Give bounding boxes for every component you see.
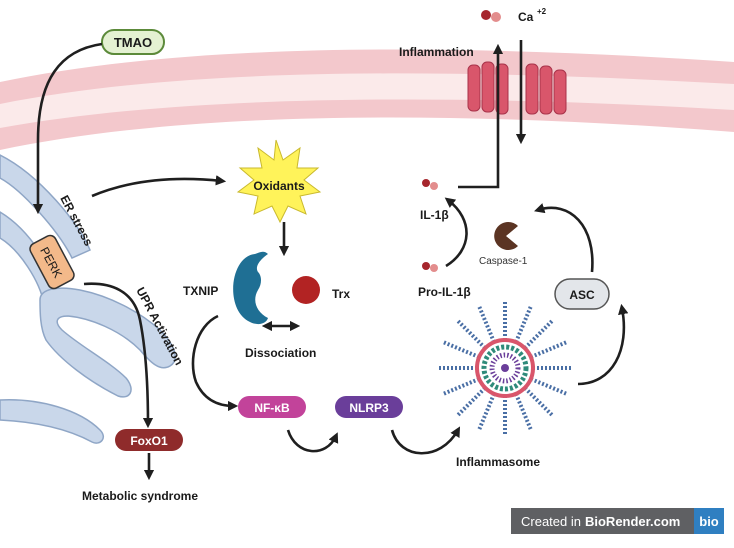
calcium-charge-label: +2 [537, 7, 547, 16]
txnip-protein-icon [233, 251, 268, 325]
tmao-label: TMAO [114, 35, 152, 50]
arrow-nlrp3-to-inflammasome [390, 426, 461, 455]
arrow-txnip-to-nfkb [191, 314, 239, 412]
badge-prefix: Created in [521, 513, 581, 529]
foxo1-label: FoxO1 [130, 434, 168, 448]
trx-label: Trx [332, 287, 350, 301]
oxidants-label: Oxidants [253, 179, 305, 193]
endoplasmic-reticulum [0, 154, 176, 444]
caspase-1-icon [494, 221, 518, 250]
dissociation-label: Dissociation [245, 346, 316, 360]
calcium-ion-icon [481, 10, 501, 22]
nlrp3-label: NLRP3 [349, 401, 389, 415]
perk-node: PERK [29, 234, 75, 290]
badge-brand: BioRender.com [584, 513, 681, 529]
txnip-label: TXNIP [183, 284, 218, 298]
biorender-logo-icon: bio [694, 508, 724, 534]
inflammasome-complex-icon [439, 302, 571, 434]
inflammation-label: Inflammation [399, 45, 474, 59]
calcium-label: Ca [518, 10, 534, 24]
pro-il1b-icon [422, 262, 438, 272]
arrow-pro-il1b-to-il1b [444, 197, 468, 268]
arrow-perk-to-foxo1 [83, 282, 154, 429]
trx-protein-icon [292, 276, 320, 304]
foxo1-node [115, 429, 183, 451]
cell-membrane [0, 49, 734, 150]
arrow-tmao-to-perk [32, 42, 103, 215]
inflammasome-label: Inflammasome [456, 455, 540, 469]
metabolic-syndrome-label: Metabolic syndrome [82, 489, 198, 503]
asc-label: ASC [569, 288, 595, 302]
arrow-asc-to-caspase [534, 203, 594, 273]
caspase-1-label: Caspase-1 [479, 256, 528, 267]
il1b-cytokine-icon [422, 179, 438, 190]
arrow-inflammasome-to-asc [577, 303, 629, 386]
biorender-badge[interactable]: Created in BioRender.com bio [511, 508, 724, 534]
pro-il1b-label: Pro-IL-1β [418, 285, 471, 299]
tmao-node [101, 29, 165, 55]
il1b-label: IL-1β [420, 208, 449, 222]
nfkb-node [238, 396, 306, 418]
arrow-to-calcium-channel-up [458, 43, 504, 189]
arrow-nfkb-to-nlrp3 [286, 429, 339, 453]
oxidant-burst-icon [236, 139, 322, 224]
asc-node [554, 278, 610, 310]
arrow-er-stress-to-oxidants [91, 175, 227, 198]
nlrp3-node [335, 396, 403, 418]
nfkb-label: NF-κB [254, 401, 290, 415]
badge-text: Created in BioRender.com [511, 508, 694, 534]
